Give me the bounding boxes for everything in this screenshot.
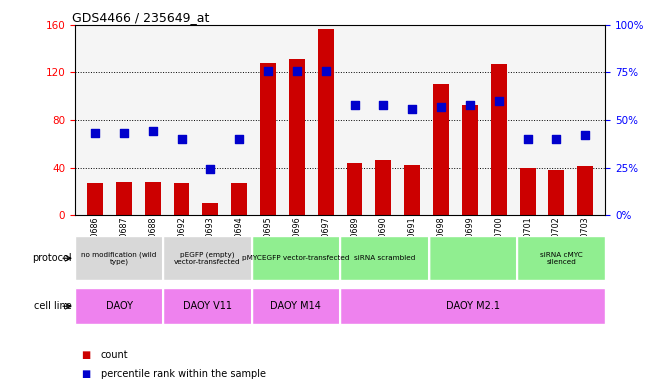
Text: protocol: protocol — [32, 253, 72, 263]
Text: count: count — [101, 350, 128, 360]
Bar — [163, 236, 252, 280]
Bar — [116, 182, 132, 215]
Point — [407, 106, 417, 112]
Text: no modification (wild
type): no modification (wild type) — [81, 251, 157, 265]
Bar — [252, 236, 340, 280]
Text: DAOY: DAOY — [105, 301, 133, 311]
Bar — [433, 84, 449, 215]
Text: DAOY M14: DAOY M14 — [271, 301, 322, 311]
Bar — [346, 163, 363, 215]
Bar — [75, 236, 163, 280]
Bar — [428, 236, 517, 280]
Bar — [376, 161, 391, 215]
Bar — [491, 64, 506, 215]
Point — [465, 102, 475, 108]
Text: DAOY M2.1: DAOY M2.1 — [446, 301, 500, 311]
Point — [350, 102, 360, 108]
Bar — [289, 60, 305, 215]
Bar — [549, 170, 564, 215]
Text: pEGFP (empty)
vector-transfected: pEGFP (empty) vector-transfected — [174, 252, 241, 265]
Bar — [145, 182, 161, 215]
Text: pMYCEGFP vector-transfected: pMYCEGFP vector-transfected — [242, 255, 350, 261]
Point — [263, 68, 273, 74]
Bar — [340, 288, 605, 324]
Point — [176, 136, 187, 142]
Bar — [340, 236, 428, 280]
Point — [522, 136, 533, 142]
Bar — [260, 63, 276, 215]
Bar — [163, 288, 252, 324]
Bar — [87, 183, 103, 215]
Point — [436, 104, 447, 110]
Point — [580, 132, 590, 138]
Point — [320, 68, 331, 74]
Text: ■: ■ — [81, 369, 90, 379]
Point — [292, 68, 302, 74]
Bar — [252, 288, 340, 324]
Point — [148, 128, 158, 134]
Text: siRNA cMYC
silenced: siRNA cMYC silenced — [540, 252, 583, 265]
Bar — [517, 236, 605, 280]
Bar — [231, 183, 247, 215]
Point — [90, 130, 100, 136]
Text: siRNA scrambled: siRNA scrambled — [353, 255, 415, 261]
Point — [378, 102, 389, 108]
Text: GDS4466 / 235649_at: GDS4466 / 235649_at — [72, 11, 210, 24]
Bar — [202, 203, 218, 215]
Point — [234, 136, 244, 142]
Point — [493, 98, 504, 104]
Text: percentile rank within the sample: percentile rank within the sample — [101, 369, 266, 379]
Bar — [174, 183, 189, 215]
Bar — [462, 104, 478, 215]
Point — [205, 166, 215, 172]
Bar — [75, 288, 163, 324]
Point — [551, 136, 562, 142]
Bar — [318, 28, 334, 215]
Text: DAOY V11: DAOY V11 — [183, 301, 232, 311]
Text: ■: ■ — [81, 350, 90, 360]
Bar — [404, 165, 420, 215]
Bar — [519, 167, 536, 215]
Text: cell line: cell line — [34, 301, 72, 311]
Bar — [577, 166, 593, 215]
Point — [118, 130, 129, 136]
